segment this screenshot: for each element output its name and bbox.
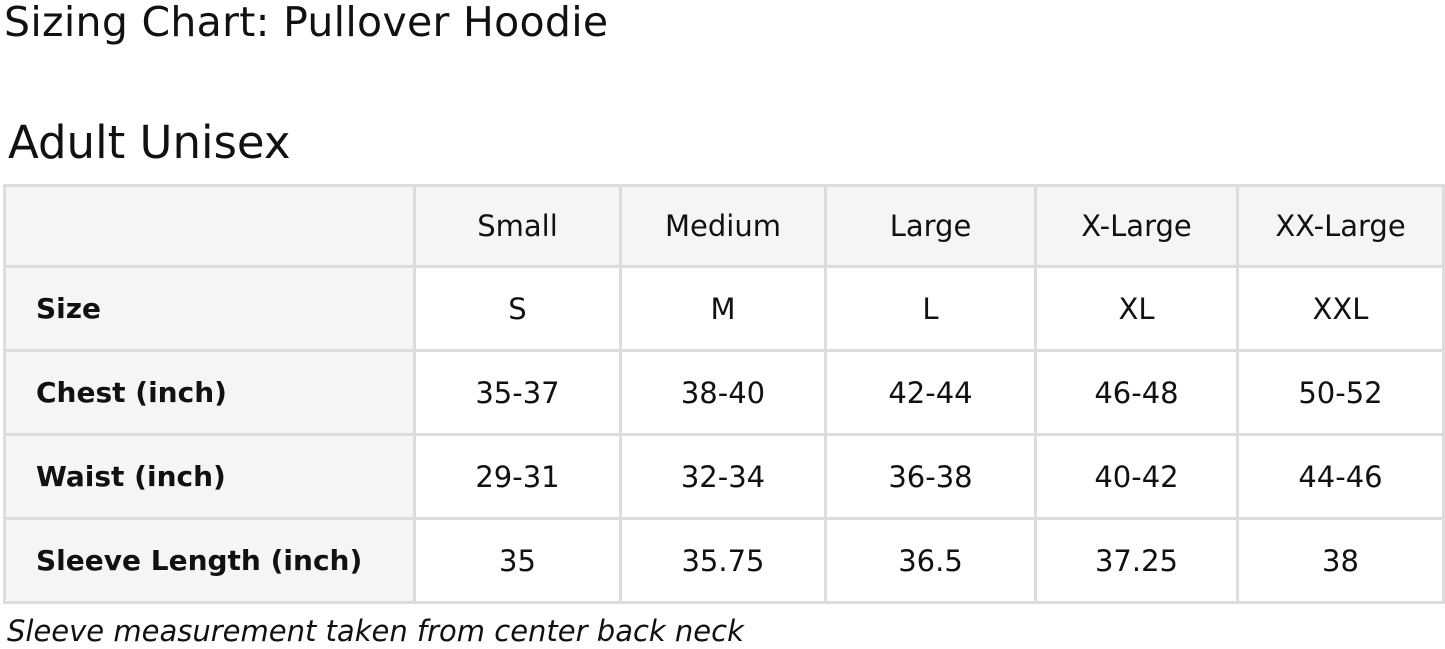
table-cell: 37.25 [1034, 517, 1239, 604]
page-title: Sizing Chart: Pullover Hoodie [4, 0, 609, 46]
table-cell: 29-31 [413, 433, 622, 520]
table-row: Chest (inch) 35-37 38-40 42-44 46-48 50-52 [3, 349, 1445, 436]
table-cell: XL [1034, 265, 1239, 352]
section-title: Adult Unisex [8, 116, 291, 169]
column-header: Large [824, 184, 1037, 268]
column-header: XX-Large [1236, 184, 1445, 268]
table-cell: 32-34 [619, 433, 827, 520]
sizing-table: Small Medium Large X-Large XX-Large Size… [3, 184, 1445, 604]
table-cell: S [413, 265, 622, 352]
table-cell: 44-46 [1236, 433, 1445, 520]
row-label: Waist (inch) [3, 433, 416, 520]
table-header-row: Small Medium Large X-Large XX-Large [3, 184, 1445, 268]
row-label: Sleeve Length (inch) [3, 517, 416, 604]
table-row: Size S M L XL XXL [3, 265, 1445, 352]
table-cell: L [824, 265, 1037, 352]
table-cell: 35-37 [413, 349, 622, 436]
table-cell: 35 [413, 517, 622, 604]
column-header: Medium [619, 184, 827, 268]
row-label: Chest (inch) [3, 349, 416, 436]
table-row: Waist (inch) 29-31 32-34 36-38 40-42 44-46 [3, 433, 1445, 520]
column-header: X-Large [1034, 184, 1239, 268]
footnote: Sleeve measurement taken from center bac… [7, 614, 744, 648]
column-header: Small [413, 184, 622, 268]
table-cell: 36-38 [824, 433, 1037, 520]
table-cell: 46-48 [1034, 349, 1239, 436]
table-cell: 38 [1236, 517, 1445, 604]
table-cell: 40-42 [1034, 433, 1239, 520]
table-cell: 36.5 [824, 517, 1037, 604]
column-header [3, 184, 416, 268]
table-cell: 50-52 [1236, 349, 1445, 436]
table-cell: 42-44 [824, 349, 1037, 436]
table-cell: XXL [1236, 265, 1445, 352]
table-row: Sleeve Length (inch) 35 35.75 36.5 37.25 38 [3, 517, 1445, 604]
row-label: Size [3, 265, 416, 352]
table-cell: M [619, 265, 827, 352]
table-cell: 35.75 [619, 517, 827, 604]
table-cell: 38-40 [619, 349, 827, 436]
